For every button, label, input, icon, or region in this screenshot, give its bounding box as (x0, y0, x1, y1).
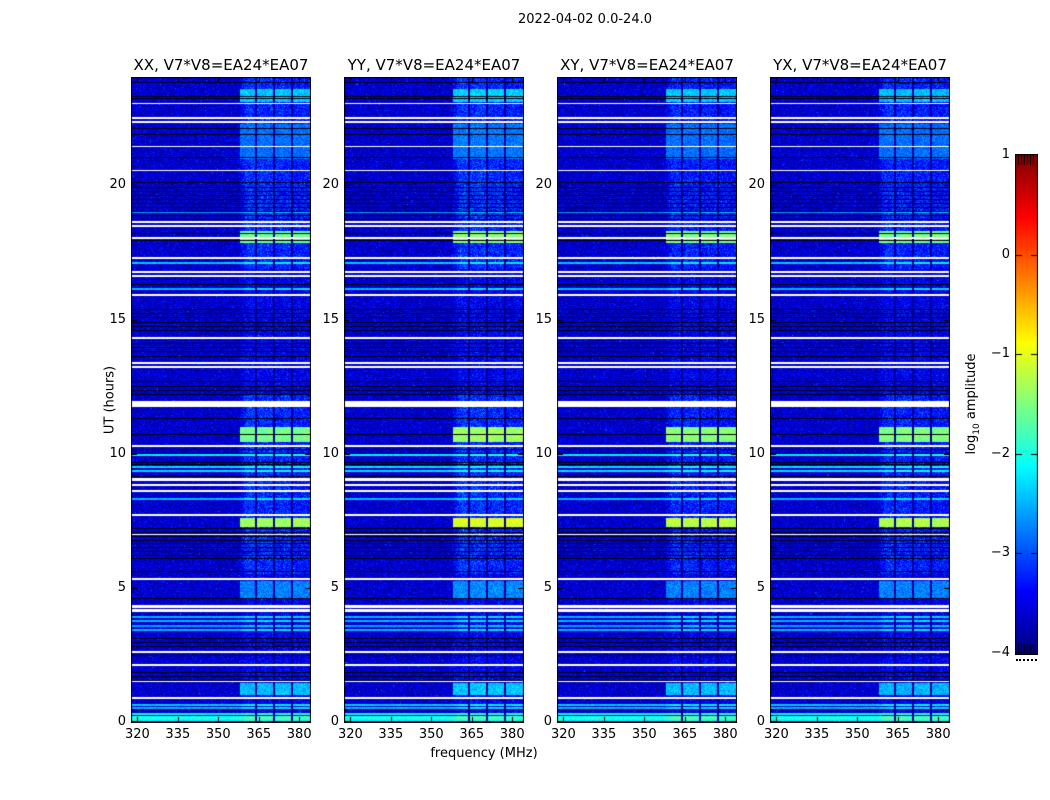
colorbar-label-amplitude: amplitude (964, 353, 980, 424)
x-tick-label: 335 (591, 727, 617, 742)
panel-yx-title: YX, V7*V8=EA24*EA07 (773, 56, 947, 74)
x-tick-label: 380 (925, 727, 951, 742)
y-tick-label: 15 (535, 311, 552, 327)
x-tick-label: 320 (550, 727, 576, 742)
colorbar-tick-label: 1 (1001, 147, 1010, 162)
x-tick-label: 380 (499, 727, 525, 742)
colorbar-tick-label: −3 (990, 545, 1010, 561)
panel-yx: YX, V7*V8=EA24*EA07 (770, 56, 950, 723)
y-axis-label-text: UT (hours) (102, 365, 118, 435)
x-tick-label: 350 (205, 727, 231, 742)
y-tick-label: 5 (117, 579, 126, 595)
panel-xy: XY, V7*V8=EA24*EA07 (557, 56, 737, 723)
panel-yy-title: YY, V7*V8=EA24*EA07 (347, 56, 521, 74)
x-tick-label: 380 (712, 727, 738, 742)
y-tick-label: 20 (109, 177, 126, 193)
y-tick-label: 10 (322, 445, 339, 461)
panel-xx-heatmap-canvas (131, 77, 311, 723)
colorbar-tick-label: −4 (990, 645, 1010, 660)
x-tick-label: 350 (418, 727, 444, 742)
y-tick-label: 0 (756, 714, 765, 729)
colorbar (1015, 154, 1038, 655)
x-tick-label: 365 (459, 727, 485, 742)
x-tick-label: 350 (844, 727, 870, 742)
colorbar-canvas (1015, 154, 1038, 655)
x-tick-label: 365 (246, 727, 272, 742)
x-axis-label: frequency (MHz) (430, 746, 538, 761)
y-tick-label: 5 (330, 579, 339, 595)
colorbar-label-subscript: 10 (971, 423, 982, 435)
colorbar-tick-label: −2 (990, 445, 1010, 461)
y-tick-label: 15 (322, 311, 339, 327)
x-tick-label: 320 (337, 727, 363, 742)
colorbar-axis-label-text: log10 amplitude (964, 353, 982, 454)
panel-xy-title: XY, V7*V8=EA24*EA07 (560, 56, 734, 74)
y-tick-label: 5 (756, 579, 765, 595)
panel-xx: XX, V7*V8=EA24*EA07 (131, 56, 311, 723)
y-tick-label: 10 (748, 445, 765, 461)
x-tick-label: 365 (885, 727, 911, 742)
colorbar-tick-label: 0 (1001, 246, 1010, 262)
x-tick-label: 380 (286, 727, 312, 742)
y-tick-label: 20 (322, 177, 339, 193)
y-tick-label: 15 (109, 311, 126, 327)
x-tick-label: 350 (631, 727, 657, 742)
panel-yy-heatmap-canvas (344, 77, 524, 723)
x-tick-label: 320 (124, 727, 150, 742)
panel-yy: YY, V7*V8=EA24*EA07 (344, 56, 524, 723)
y-tick-label: 15 (748, 311, 765, 327)
panel-yx-heatmap-canvas (770, 77, 950, 723)
y-tick-label: 0 (117, 714, 126, 729)
x-tick-label: 335 (804, 727, 830, 742)
y-tick-label: 10 (535, 445, 552, 461)
colorbar-extend-dotted-line (1016, 659, 1037, 661)
y-tick-label: 20 (748, 177, 765, 193)
figure-title: 2022-04-02 0.0-24.0 (518, 12, 652, 27)
y-tick-label: 0 (543, 714, 552, 729)
y-tick-label: 20 (535, 177, 552, 193)
colorbar-tick-label: −1 (990, 346, 1010, 362)
x-tick-label: 320 (763, 727, 789, 742)
panel-xy-heatmap-canvas (557, 77, 737, 723)
panel-xx-title: XX, V7*V8=EA24*EA07 (133, 56, 309, 74)
y-tick-label: 0 (330, 714, 339, 729)
y-tick-label: 5 (543, 579, 552, 595)
x-tick-label: 365 (672, 727, 698, 742)
x-tick-label: 335 (165, 727, 191, 742)
x-tick-label: 335 (378, 727, 404, 742)
y-tick-label: 10 (109, 445, 126, 461)
